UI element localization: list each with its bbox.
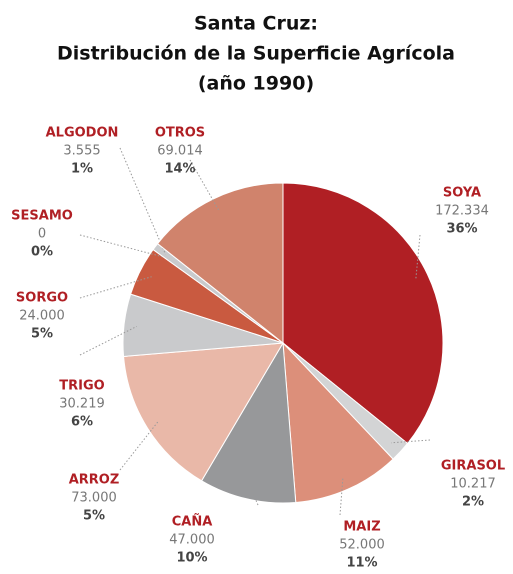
slice-label: SOYA — [443, 186, 481, 201]
slice-value: 30.219 — [59, 397, 105, 412]
slice-value: 3.555 — [63, 144, 100, 159]
slice-label: SESAMO — [11, 209, 73, 224]
slice-percent: 11% — [346, 556, 377, 571]
slice-label: ALGODON — [46, 126, 119, 141]
leader-line — [189, 159, 220, 211]
slice-value: 47.000 — [169, 533, 215, 548]
slice-percent: 36% — [446, 222, 477, 237]
leader-line — [119, 147, 166, 255]
slice-percent: 2% — [462, 495, 484, 510]
slice-label: SORGO — [16, 291, 68, 306]
slice-percent: 0% — [31, 245, 53, 260]
leader-line — [79, 325, 137, 356]
pie-slice — [123, 342, 284, 482]
pie-slice — [200, 341, 297, 504]
leader-line — [391, 439, 431, 444]
chart-title: Santa Cruz: — [194, 13, 318, 35]
slice-label: OTROS — [155, 126, 205, 141]
slice-percent: 1% — [71, 162, 93, 177]
slice-percent: 5% — [83, 509, 105, 524]
leader-line — [339, 477, 344, 516]
slice-value: 172.334 — [435, 204, 489, 219]
pie-slice — [282, 182, 444, 445]
slice-label: TRIGO — [59, 379, 104, 394]
slice-percent: 5% — [31, 327, 53, 342]
leader-line — [415, 234, 421, 280]
chart-subtitle: (año 1990) — [198, 73, 314, 95]
slice-percent: 14% — [164, 162, 195, 177]
slice-label: GIRASOL — [441, 459, 505, 474]
slice-value: 24.000 — [19, 309, 65, 324]
pie-slice — [156, 182, 284, 345]
slice-label: ARROZ — [69, 473, 120, 488]
slice-value: 0 — [38, 227, 46, 242]
slice-value: 73.000 — [71, 491, 117, 506]
slice-label: CAÑA — [172, 514, 213, 530]
slice-value: 10.217 — [450, 477, 496, 492]
slice-percent: 6% — [71, 415, 93, 430]
slice-percent: 10% — [176, 551, 207, 566]
pie-slice — [282, 341, 394, 504]
slice-value: 52.000 — [339, 538, 385, 553]
leader-line — [119, 420, 159, 471]
chart-subtitle: Distribución de la Superficie Agrícola — [57, 43, 455, 65]
slice-value: 69.014 — [157, 144, 203, 159]
leader-line — [79, 234, 164, 258]
slice-label: MAIZ — [343, 520, 380, 535]
